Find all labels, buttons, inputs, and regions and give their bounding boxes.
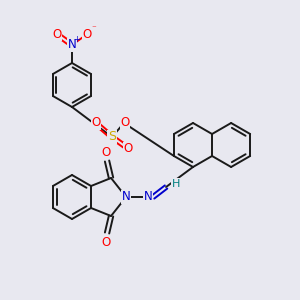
Text: O: O <box>101 146 111 158</box>
Text: O: O <box>92 116 100 130</box>
Text: N: N <box>122 190 130 203</box>
Text: O: O <box>52 28 62 40</box>
Text: S: S <box>108 130 116 143</box>
Text: H: H <box>172 179 180 189</box>
Text: O: O <box>101 236 111 248</box>
Text: O: O <box>120 116 130 128</box>
Text: ⁻: ⁻ <box>92 25 96 34</box>
Text: O: O <box>123 142 133 155</box>
Text: +: + <box>74 35 80 44</box>
Text: N: N <box>68 38 76 52</box>
Text: N: N <box>144 190 152 203</box>
Text: O: O <box>82 28 91 40</box>
